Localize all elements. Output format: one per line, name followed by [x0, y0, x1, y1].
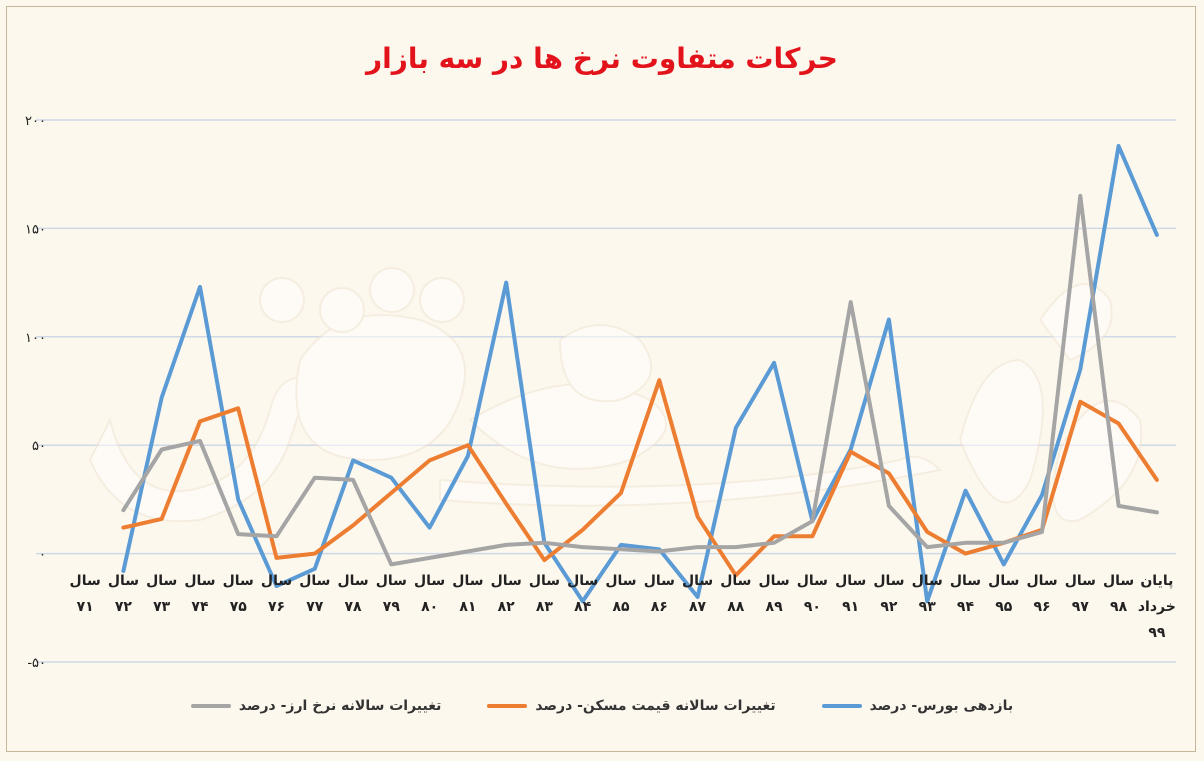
series-line [121, 144, 1159, 604]
x-tick-label: سال ۸۱ [452, 573, 483, 615]
x-tick-label: سال ۷۳ [146, 573, 177, 615]
x-tick-label: سال ۹۲ [873, 573, 904, 615]
watermark-logo [88, 267, 1143, 523]
x-tick-label: سال ۸۷ [682, 573, 713, 615]
watermark-shape [1052, 399, 1143, 523]
watermark-shape [88, 377, 312, 523]
x-tick-label: سال ۸۵ [605, 573, 636, 615]
legend-swatch [190, 704, 231, 708]
watermark-shape [295, 314, 466, 462]
x-tick-label: سال ۹۴ [950, 573, 981, 615]
x-tick-label: سال ۸۰ [414, 573, 445, 615]
legend-swatch [487, 704, 528, 708]
x-tick-label: سال ۸۸ [720, 573, 751, 615]
x-tick-label: سال ۷۱ [70, 573, 101, 615]
watermark-shape [318, 287, 366, 333]
x-tick-label: سال ۷۶ [261, 573, 292, 615]
legend-item: تغییرات سالانه نرخ ارز- درصد [190, 698, 442, 714]
legend-swatch [821, 704, 862, 708]
watermark-shape [958, 358, 1044, 504]
x-tick-label: سال ۹۸ [1103, 573, 1134, 615]
watermark-shape [468, 383, 667, 470]
x-tick-label: سال ۹۱ [835, 573, 866, 615]
watermark-shape [439, 455, 943, 507]
y-tick-label: ۲۰۰ [25, 114, 46, 129]
x-tick-label: سال ۷۷ [299, 573, 330, 615]
watermark-shape [418, 277, 466, 323]
x-tick-label: سال ۸۳ [529, 573, 560, 615]
y-tick-label: ۰ [39, 548, 46, 563]
legend-item: بازدهی بورس- درصد [821, 698, 1014, 714]
series-lines [121, 144, 1159, 604]
watermark-shape [368, 267, 416, 313]
x-tick-label: سال ۷۴ [184, 573, 215, 615]
series-line [121, 378, 1159, 578]
x-tick-label: سال ۹۶ [1026, 573, 1057, 615]
legend-label: تغییرات سالانه نرخ ارز- درصد [238, 698, 442, 714]
x-tick-label: سال ۸۴ [567, 573, 598, 615]
x-tick-label: سال ۹۰ [797, 573, 828, 615]
x-tick-label: سال ۸۲ [491, 573, 522, 615]
x-tick-label: سال ۷۹ [376, 573, 407, 615]
y-tick-label: ۱۰۰ [25, 331, 46, 346]
x-tick-label: سال ۷۲ [108, 573, 139, 615]
legend-item: تغییرات سالانه قیمت مسکن- درصد [487, 698, 776, 714]
watermark-shape [558, 324, 653, 403]
x-tick-label: سال ۹۳ [912, 573, 943, 615]
y-tick-label: ۵۰ [32, 439, 46, 454]
x-tick-label: پایان خرداد ۹۹ [1138, 573, 1176, 641]
y-tick-label: ۱۵۰ [25, 222, 46, 237]
watermark-shape [258, 277, 306, 323]
legend-label: بازدهی بورس- درصد [869, 698, 1014, 714]
x-tick-label: سال ۹۷ [1065, 573, 1096, 615]
y-tick-label: -۵۰ [27, 656, 46, 671]
series-line [121, 193, 1159, 567]
chart-title: حرکات متفاوت نرخ ها در سه بازار [366, 42, 838, 75]
legend: بازدهی بورس- درصد تغییرات سالانه قیمت مسک… [0, 698, 1204, 714]
x-tick-label: سال ۸۹ [759, 573, 790, 615]
legend-label: تغییرات سالانه قیمت مسکن- درصد [535, 698, 776, 714]
x-tick-label: سال ۷۸ [337, 573, 368, 615]
x-tick-label: سال ۹۵ [988, 573, 1019, 615]
y-axis-ticks: -۵۰ ۰ ۵۰ ۱۰۰ ۱۵۰ ۲۰۰ [25, 114, 46, 671]
x-tick-label: سال ۸۶ [644, 573, 675, 615]
x-tick-label: سال ۷۵ [223, 573, 254, 615]
